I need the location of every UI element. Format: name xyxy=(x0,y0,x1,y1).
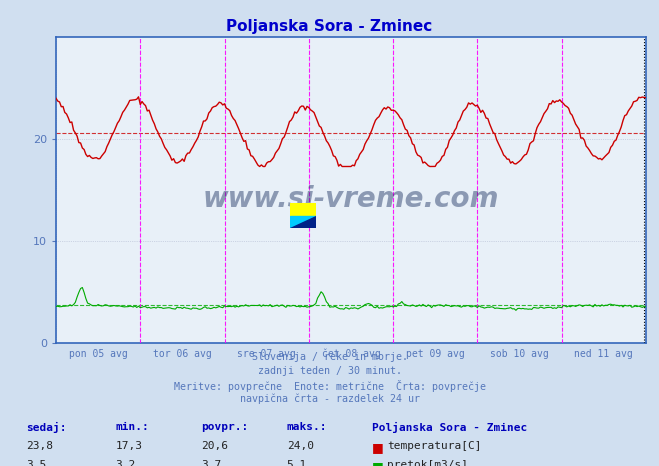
Text: sob 10 avg: sob 10 avg xyxy=(490,349,549,358)
Text: zadnji teden / 30 minut.: zadnji teden / 30 minut. xyxy=(258,366,401,376)
Polygon shape xyxy=(290,215,316,228)
Text: sre 07 avg: sre 07 avg xyxy=(237,349,296,358)
Text: ■: ■ xyxy=(372,441,384,454)
Text: www.si-vreme.com: www.si-vreme.com xyxy=(203,185,499,213)
Text: pet 09 avg: pet 09 avg xyxy=(406,349,465,358)
Text: sedaj:: sedaj: xyxy=(26,422,67,433)
Text: 20,6: 20,6 xyxy=(201,441,228,451)
Polygon shape xyxy=(290,215,316,228)
Polygon shape xyxy=(290,203,316,215)
Text: 17,3: 17,3 xyxy=(115,441,142,451)
Text: Slovenija / reke in morje.: Slovenija / reke in morje. xyxy=(252,352,407,362)
Text: navpična črta - razdelek 24 ur: navpična črta - razdelek 24 ur xyxy=(239,394,420,404)
Text: 3,5: 3,5 xyxy=(26,460,47,466)
Text: 3,7: 3,7 xyxy=(201,460,221,466)
Text: Poljanska Sora - Zminec: Poljanska Sora - Zminec xyxy=(372,422,528,433)
Text: pon 05 avg: pon 05 avg xyxy=(69,349,128,358)
Text: maks.:: maks.: xyxy=(287,422,327,432)
Text: tor 06 avg: tor 06 avg xyxy=(153,349,212,358)
Text: temperatura[C]: temperatura[C] xyxy=(387,441,482,451)
Text: 24,0: 24,0 xyxy=(287,441,314,451)
Text: Poljanska Sora - Zminec: Poljanska Sora - Zminec xyxy=(227,19,432,34)
Text: čet 08 avg: čet 08 avg xyxy=(322,349,380,359)
Text: min.:: min.: xyxy=(115,422,149,432)
Text: pretok[m3/s]: pretok[m3/s] xyxy=(387,460,469,466)
Text: 23,8: 23,8 xyxy=(26,441,53,451)
Text: 3,2: 3,2 xyxy=(115,460,136,466)
Text: Meritve: povprečne  Enote: metrične  Črta: povprečje: Meritve: povprečne Enote: metrične Črta:… xyxy=(173,380,486,392)
Text: 5,1: 5,1 xyxy=(287,460,307,466)
Text: ■: ■ xyxy=(372,460,384,466)
Text: povpr.:: povpr.: xyxy=(201,422,248,432)
Text: ned 11 avg: ned 11 avg xyxy=(574,349,633,358)
